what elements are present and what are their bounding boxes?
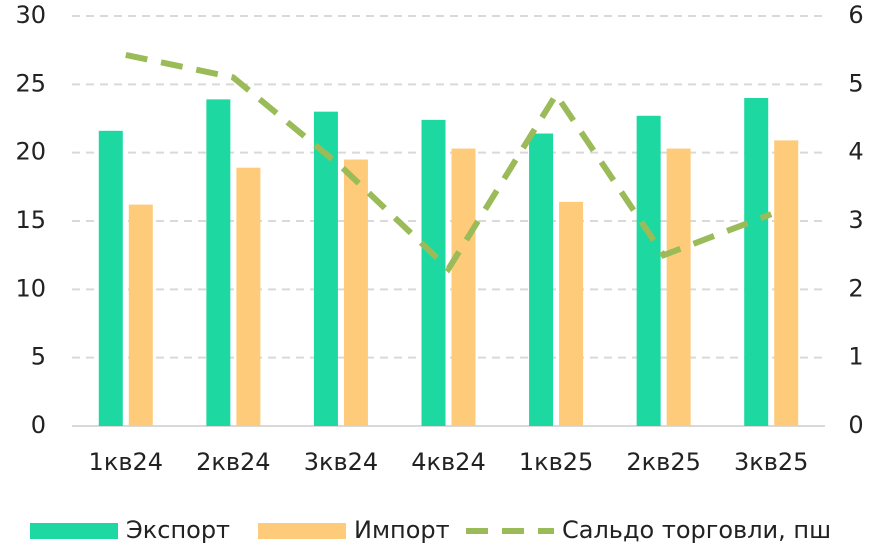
legend-label: Сальдо торговли, пш	[562, 516, 831, 544]
bar	[206, 99, 231, 426]
bar	[343, 159, 368, 426]
y-tick-label: 5	[31, 343, 46, 371]
y2-tick-label: 2	[848, 274, 863, 302]
bar	[774, 140, 799, 426]
x-tick-label: 3кв24	[304, 448, 378, 476]
bar	[529, 133, 554, 427]
y2-tick-label: 1	[848, 343, 863, 371]
bar	[421, 119, 446, 426]
x-tick-label: 3кв25	[734, 448, 808, 476]
legend-label: Импорт	[354, 516, 450, 544]
bar	[744, 98, 769, 426]
y-tick-label: 20	[15, 138, 46, 166]
y-tick-label: 10	[15, 274, 46, 302]
bar	[666, 148, 691, 427]
bar	[451, 148, 476, 427]
y2-tick-label: 5	[848, 69, 863, 97]
x-tick-label: 1кв25	[519, 448, 593, 476]
x-tick-label: 2кв25	[626, 448, 700, 476]
bar	[313, 111, 338, 427]
legend-symbol	[258, 523, 346, 539]
x-tick-label: 2кв24	[196, 448, 270, 476]
y-tick-label: 0	[31, 411, 46, 439]
bar	[559, 201, 584, 426]
y-tick-label: 15	[15, 206, 46, 234]
y2-tick-label: 0	[848, 411, 863, 439]
y2-tick-label: 6	[848, 1, 863, 29]
legend-symbol	[30, 523, 118, 539]
bar	[236, 167, 261, 426]
y-tick-label: 30	[15, 1, 46, 29]
bar	[98, 130, 123, 427]
x-tick-label: 1кв24	[89, 448, 163, 476]
x-tick-label: 4кв24	[411, 448, 485, 476]
y2-tick-label: 4	[848, 138, 863, 166]
line	[125, 52, 773, 274]
y-tick-label: 25	[15, 69, 46, 97]
bar	[636, 115, 661, 427]
y2-tick-label: 3	[848, 206, 863, 234]
bar	[128, 204, 153, 426]
legend-label: Экспорт	[126, 516, 230, 544]
